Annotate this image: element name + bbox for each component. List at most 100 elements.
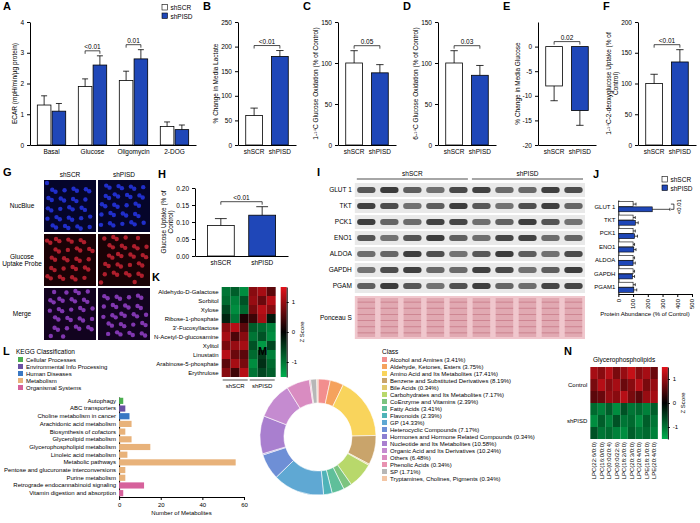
tick-label: ENO1 xyxy=(599,244,616,250)
blot-band xyxy=(380,251,398,257)
tick-label: 0.00 xyxy=(176,253,189,260)
bar xyxy=(119,452,127,458)
heat-cell xyxy=(249,350,258,359)
heat-cell xyxy=(258,305,267,314)
bar xyxy=(119,490,123,496)
title: Glycerophospholipids xyxy=(593,356,656,364)
row-label: GLUT 1 xyxy=(329,186,352,193)
bracket xyxy=(354,46,380,49)
heat-cell xyxy=(249,314,258,323)
bracket xyxy=(654,45,680,48)
legend-label: Flavonoids (2.39%) xyxy=(390,413,442,419)
cell-spot xyxy=(82,298,86,302)
ponceau-band xyxy=(542,326,559,327)
blot-band xyxy=(541,187,559,193)
legend-swatch xyxy=(382,392,387,397)
tick: 100 xyxy=(321,60,338,67)
legend-label: Bile Acids (0.34%) xyxy=(390,385,439,391)
legend-swatch xyxy=(662,177,668,183)
tick: 150 xyxy=(621,49,638,56)
tick: 3 xyxy=(20,49,30,56)
tick-label: Pentose and glucuronate interconversions xyxy=(4,467,116,473)
error-cap xyxy=(476,65,483,66)
cell-spot xyxy=(108,211,112,215)
cell-spot xyxy=(100,202,104,206)
bar xyxy=(175,130,189,145)
cell-spot xyxy=(132,280,136,284)
row-label: 3'-Fucosyllactose xyxy=(173,325,220,331)
ponceau-band xyxy=(427,302,444,303)
cell-spot xyxy=(112,270,116,274)
tick-label: 3 xyxy=(20,49,24,56)
group-bracket xyxy=(357,179,468,180)
tick-label: 500 xyxy=(689,298,695,309)
bar xyxy=(207,225,234,256)
cell-spot xyxy=(78,306,82,310)
axis-title: % Change in Media Glucose xyxy=(514,42,522,125)
bracket xyxy=(85,51,100,54)
legend-swatch xyxy=(18,371,23,376)
slice xyxy=(333,385,376,436)
cell-spot xyxy=(141,185,145,189)
cell-spot xyxy=(49,266,53,270)
axis-line xyxy=(438,23,439,146)
tick-label: 0.05 xyxy=(176,236,189,243)
panel: KAldehydo-D-GalactoseSorbitolXyloseRibos… xyxy=(152,271,305,389)
cell-spot xyxy=(65,316,69,320)
heat-cell xyxy=(628,379,636,391)
slice xyxy=(287,380,313,408)
cell-spot xyxy=(53,247,57,251)
blot-strip xyxy=(355,199,585,213)
error-cap xyxy=(634,256,635,259)
cell-spot xyxy=(115,330,119,334)
figure-svg: A01234BasalGlucoseOligomycin2-DOGECAR (m… xyxy=(0,0,700,523)
tick: Biosynthesis of cofactors xyxy=(50,429,116,435)
tick-mark xyxy=(192,239,195,240)
legend-label: Organic Acid and Its Derivatives (10.24%… xyxy=(390,448,501,454)
cell-spot xyxy=(129,184,133,188)
annotation: 0.03 xyxy=(461,38,474,45)
heat-cell xyxy=(613,403,621,415)
tick-label: 150 xyxy=(421,19,432,26)
error-bar xyxy=(579,111,580,126)
ponceau-lane xyxy=(381,298,398,337)
heat-cell xyxy=(590,415,598,427)
heat-cell xyxy=(258,287,267,296)
cell-spot xyxy=(119,312,123,316)
heat-cell xyxy=(590,427,598,439)
group-bracket xyxy=(223,380,248,381)
tick: shSCR xyxy=(444,148,465,155)
blot-band xyxy=(426,219,444,225)
axis-title: Protein Abundance (% of Control) xyxy=(600,311,689,317)
cell-spot xyxy=(82,276,86,280)
heat-cell xyxy=(222,332,231,341)
blot-strip xyxy=(355,279,585,293)
legend-swatch xyxy=(382,371,387,376)
row-label-line: Glucose xyxy=(10,253,34,260)
tick-label: 50 xyxy=(225,117,233,124)
bar xyxy=(272,56,289,145)
blot-band xyxy=(426,203,444,209)
error-bar xyxy=(254,108,255,115)
ponceau-lane xyxy=(450,298,467,337)
ponceau-band xyxy=(473,314,490,315)
heat-cell xyxy=(598,367,606,379)
ponceau-lane xyxy=(542,298,559,337)
legend-swatch xyxy=(382,406,387,411)
blot-band xyxy=(403,251,421,257)
tick-label: 50 xyxy=(325,101,333,108)
tick-label: shPISD xyxy=(669,148,691,155)
error-cap xyxy=(576,125,583,126)
legend-swatch xyxy=(382,455,387,460)
row-label: GAPDH xyxy=(329,266,352,273)
group-label: shSCR xyxy=(402,170,423,177)
row-label-line: NucBlue xyxy=(10,202,35,209)
axis-title: Z Score xyxy=(299,321,305,343)
legend-swatch xyxy=(382,378,387,383)
tick: shSCR xyxy=(644,148,665,155)
blot-band xyxy=(495,267,513,273)
tick-mark xyxy=(27,53,30,54)
axis-line xyxy=(30,23,31,146)
tick-label: shSCR xyxy=(344,148,365,155)
bar xyxy=(646,84,663,146)
